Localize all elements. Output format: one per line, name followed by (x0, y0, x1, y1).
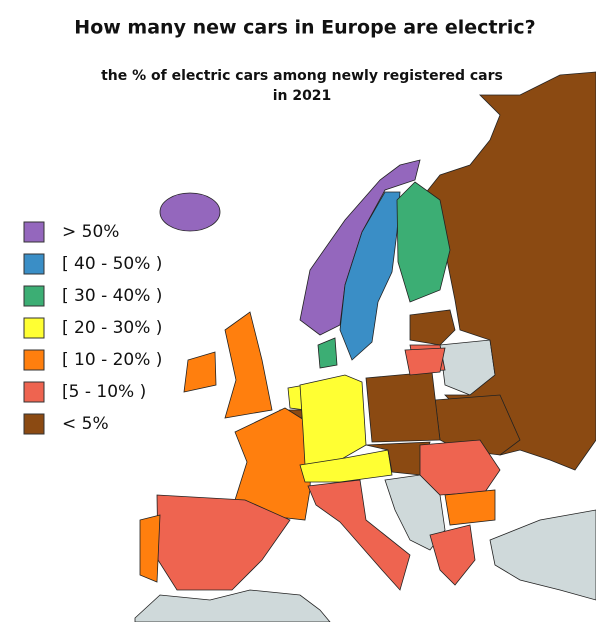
legend-label: > 50% (62, 222, 119, 242)
region (365, 441, 431, 476)
region (299, 449, 393, 483)
legend-label: < 5% (62, 414, 109, 434)
region (365, 371, 441, 443)
region (183, 351, 217, 393)
region (156, 494, 291, 591)
legend-label: [ 30 - 40% ) (62, 286, 162, 306)
region (409, 309, 456, 346)
legend-swatch (23, 253, 45, 275)
legend-swatch (23, 413, 45, 435)
region (444, 489, 496, 526)
region (134, 589, 331, 622)
region (317, 337, 338, 369)
region (224, 311, 273, 419)
title: How many new cars in Europe are electric… (74, 17, 535, 39)
region (404, 347, 446, 376)
legend-swatch (23, 317, 45, 339)
region (489, 509, 596, 601)
region (234, 407, 313, 521)
legend-swatch (23, 349, 45, 371)
legend-swatch (23, 381, 45, 403)
region (429, 524, 476, 586)
legend-label: [ 10 - 20% ) (62, 350, 162, 370)
region (307, 479, 411, 591)
legend-label: [ 20 - 30% ) (62, 318, 162, 338)
legend-label: [ 40 - 50% ) (62, 254, 162, 274)
legend-swatch (23, 221, 45, 243)
region (299, 374, 367, 466)
legend-label: [5 - 10% ) (62, 382, 146, 402)
region (299, 159, 421, 336)
region (419, 71, 596, 471)
region (139, 514, 161, 583)
subtitle: the % of electric cars among newly regis… (101, 68, 503, 84)
region (339, 191, 401, 361)
region (396, 181, 451, 303)
subtitle: in 2021 (273, 88, 332, 104)
legend-swatch (23, 285, 45, 307)
region (159, 192, 221, 232)
map (134, 71, 596, 622)
legend: > 50% [ 40 - 50% ) [ 30 - 40% ) [ 20 - 30% … (23, 221, 162, 435)
